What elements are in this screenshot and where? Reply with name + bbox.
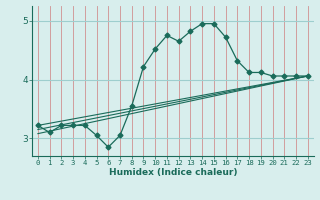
- X-axis label: Humidex (Indice chaleur): Humidex (Indice chaleur): [108, 168, 237, 177]
